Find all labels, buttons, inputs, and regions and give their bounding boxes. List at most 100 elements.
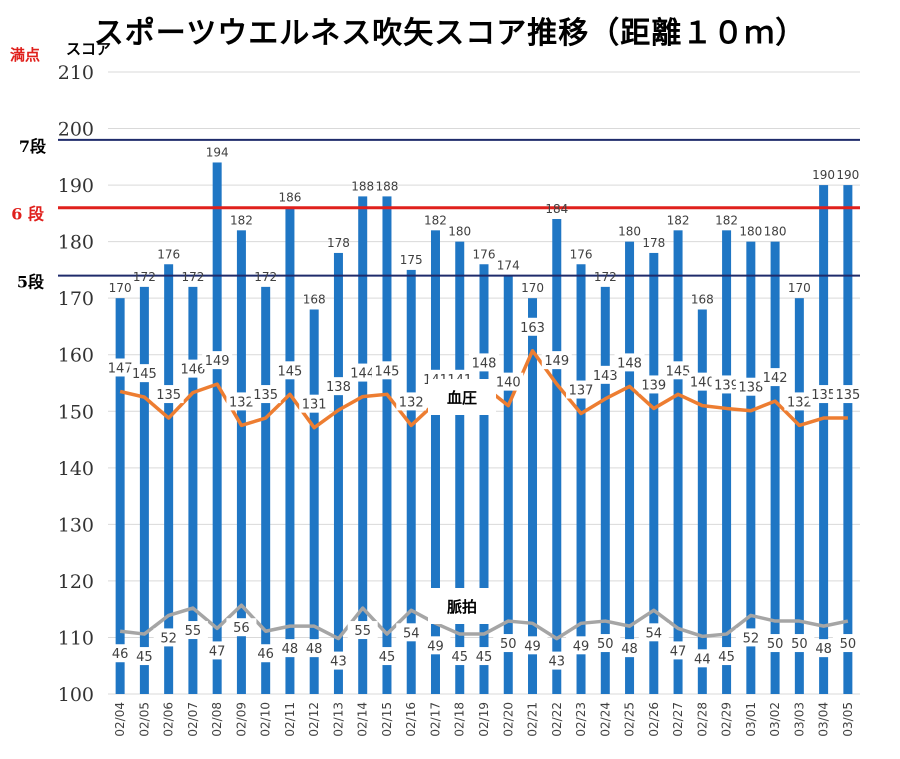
x-tick-label: 03/03 — [792, 702, 806, 737]
bar-value-label: 170 — [788, 281, 811, 295]
blood-pressure-value-label: 135 — [156, 388, 181, 403]
pulse-label-box — [832, 634, 863, 653]
pulse-label-box — [493, 634, 524, 653]
pulse-value-label: 48 — [621, 642, 638, 657]
blood-pressure-value-label: 148 — [617, 356, 642, 371]
bar-value-label: 180 — [448, 225, 471, 239]
bar — [625, 241, 635, 695]
blood-pressure-label-box — [638, 375, 669, 394]
blood-pressure-label-box — [566, 380, 597, 399]
bar — [528, 298, 538, 694]
y-tick-label: 190 — [58, 175, 94, 197]
pulse-label-box — [444, 647, 475, 666]
bar — [212, 162, 222, 695]
pulse-label-box — [347, 621, 378, 640]
x-tick-label: 03/02 — [768, 702, 782, 737]
bar — [430, 230, 440, 694]
x-tick-label: 02/17 — [428, 702, 442, 737]
bar — [455, 241, 465, 695]
blood-pressure-value-label: 135 — [835, 388, 860, 403]
pulse-label-box — [517, 636, 548, 655]
blood-pressure-label-box — [784, 392, 815, 411]
bar-value-label: 190 — [836, 168, 859, 182]
blood-pressure-label-box — [735, 377, 766, 396]
blood-pressure-label-box — [808, 385, 839, 404]
bar — [843, 185, 853, 694]
pulse-label-box — [177, 621, 208, 640]
bar-value-label: 172 — [254, 270, 277, 284]
y-axis-label: スコア — [66, 40, 112, 58]
pulse-value-label: 49 — [573, 639, 590, 654]
blood-pressure-label-box — [711, 375, 742, 394]
x-tick-label: 02/11 — [283, 702, 297, 737]
pulse-label-box — [274, 639, 305, 658]
pulse-value-label: 50 — [597, 637, 614, 652]
bar — [819, 185, 829, 694]
bar-value-label: 170 — [521, 281, 544, 295]
pulse-value-label: 43 — [330, 655, 347, 670]
blood-pressure-label-box — [177, 359, 208, 378]
pulse-value-label: 47 — [209, 644, 226, 659]
bar-value-label: 178 — [642, 236, 665, 250]
blood-pressure-series-label: 血圧 — [447, 389, 477, 407]
blood-pressure-value-label: 135 — [811, 388, 836, 403]
pulse-value-label: 45 — [718, 650, 735, 665]
y-tick-label: 200 — [58, 119, 94, 141]
bar-value-label: 172 — [181, 270, 204, 284]
bar — [261, 286, 271, 694]
blood-pressure-value-label: 135 — [253, 388, 278, 403]
bar — [382, 196, 392, 694]
pulse-label-box — [105, 644, 136, 663]
pulse-value-label: 44 — [694, 652, 711, 667]
blood-pressure-value-label: 143 — [593, 369, 618, 384]
bar-value-label: 188 — [376, 179, 399, 193]
blood-pressure-value-label: 148 — [472, 356, 497, 371]
y-tick-label: 110 — [58, 627, 94, 649]
pulse-label-box — [299, 639, 330, 658]
y-tick-label: 170 — [58, 288, 94, 310]
bar — [406, 269, 416, 694]
y-tick-label: 130 — [58, 514, 94, 536]
pulse-series-label: 脈拍 — [447, 598, 477, 616]
bar-value-label: 188 — [351, 179, 374, 193]
blood-pressure-label-box — [541, 351, 572, 370]
blood-pressure-value-label: 140 — [690, 376, 715, 391]
pulse-label-box — [153, 628, 184, 647]
pulse-value-label: 54 — [646, 626, 663, 641]
pulse-label-box — [469, 647, 499, 666]
pulse-label-box — [541, 651, 572, 670]
y-tick-label: 150 — [58, 401, 94, 423]
x-tick-label: 02/04 — [113, 702, 127, 737]
pulse-value-label: 52 — [743, 631, 760, 646]
blood-pressure-label-box — [129, 364, 160, 383]
blood-pressure-value-label: 131 — [302, 398, 327, 413]
bar-value-label: 168 — [691, 292, 714, 306]
bar — [649, 252, 659, 695]
bar-value-label: 176 — [473, 247, 496, 261]
pulse-label-box — [250, 644, 281, 663]
pulse-label-box — [687, 649, 718, 668]
y-tick-labels: 100 110 120 130 140 150 160 170 180 190 200 210 — [58, 62, 94, 706]
x-tick-label: 03/01 — [744, 702, 758, 737]
pulse-label-box — [808, 639, 839, 658]
bar-value-label: 194 — [206, 145, 229, 159]
bar-value-label: 172 — [133, 270, 156, 284]
bar-value-label: 180 — [764, 225, 787, 239]
pulse-label-box — [590, 634, 621, 653]
bar-value-label: 176 — [157, 247, 180, 261]
blood-pressure-value-label: 145 — [132, 367, 157, 382]
x-tick-label: 02/26 — [647, 702, 661, 737]
pulse-value-label: 45 — [476, 650, 493, 665]
blood-pressure-value-label: 138 — [738, 381, 763, 396]
bar-value-label: 182 — [230, 213, 253, 227]
x-tick-label: 02/20 — [501, 702, 515, 737]
x-tick-label: 03/04 — [817, 702, 831, 737]
x-tick-label: 02/23 — [574, 702, 588, 737]
pulse-label-box — [614, 639, 645, 658]
x-tick-label: 03/05 — [841, 702, 855, 737]
pulse-value-label: 45 — [136, 650, 153, 665]
bar — [164, 264, 174, 694]
bar — [503, 275, 513, 694]
blood-pressure-label-box — [469, 353, 499, 372]
